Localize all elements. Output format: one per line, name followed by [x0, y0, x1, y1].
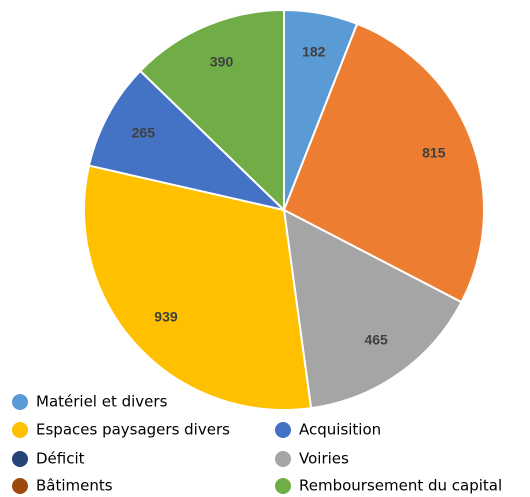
- legend-swatch: [275, 478, 291, 494]
- legend-swatch: [12, 394, 28, 410]
- legend-label: Matériel et divers: [36, 393, 168, 411]
- value-label: 815: [422, 145, 446, 161]
- legend-swatch: [275, 451, 291, 467]
- legend-swatch: [12, 422, 28, 438]
- legend-label: Voiries: [299, 450, 349, 468]
- pie-slice: [282, 208, 463, 410]
- value-label: 265: [132, 124, 156, 140]
- value-label: 182: [302, 43, 326, 59]
- legend-label: Remboursement du capital: [299, 477, 502, 495]
- legend-swatch: [12, 451, 28, 467]
- legend-swatch: [12, 478, 28, 494]
- value-label: 390: [210, 53, 234, 69]
- value-label: 465: [364, 332, 388, 348]
- legend-label: Bâtiments: [36, 477, 113, 495]
- pie-slice: [138, 8, 285, 213]
- pie-slice: [87, 69, 288, 212]
- pie-slice: [83, 164, 313, 411]
- pie-slice: [282, 22, 485, 304]
- legend-swatch: [275, 422, 291, 438]
- legend-label: Déficit: [36, 450, 85, 468]
- legend-label: Espaces paysagers divers: [36, 421, 230, 439]
- legend-label: Acquisition: [299, 421, 381, 439]
- value-label: 939: [154, 309, 178, 325]
